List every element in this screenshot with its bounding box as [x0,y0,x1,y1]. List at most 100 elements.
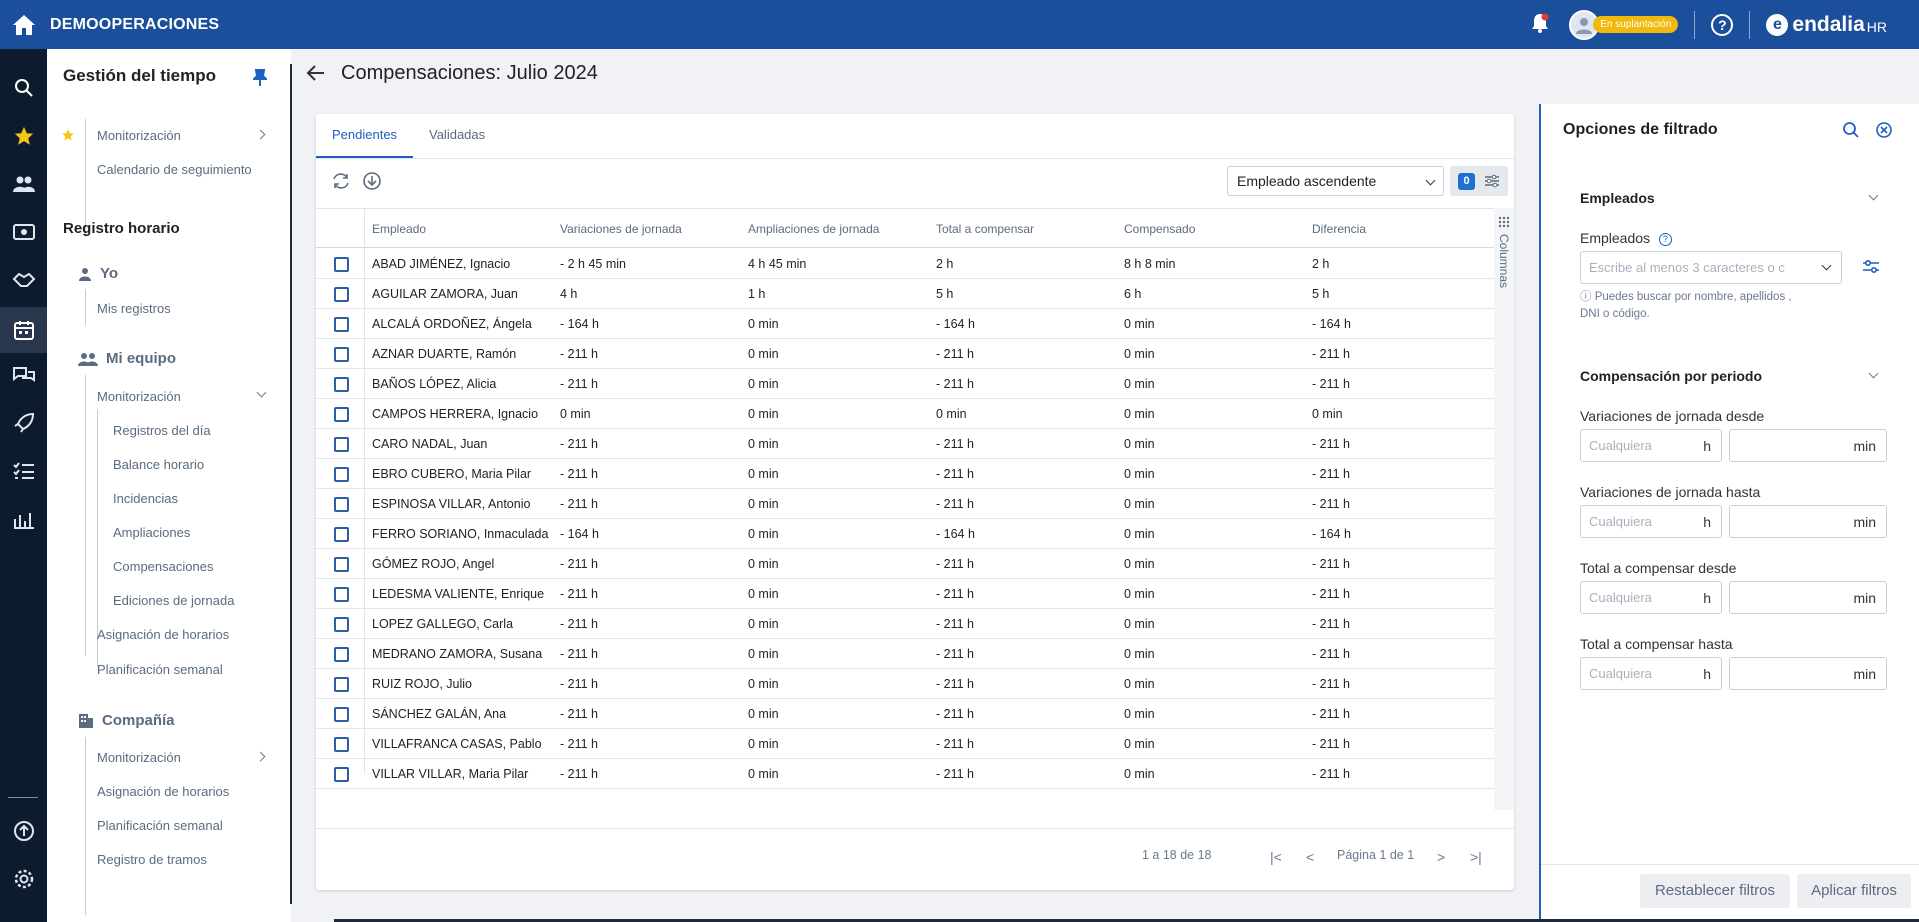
reset-filters-button[interactable]: Restablecer filtros [1640,874,1790,908]
chevron-down-icon[interactable] [256,387,267,398]
handshake-icon[interactable] [0,260,47,300]
table-row[interactable]: ESPINOSA VILLAR, Antonio - 211 h 0 min - 21… [316,489,1494,519]
next-page-icon[interactable]: > [1437,849,1446,865]
header-ampliaciones[interactable]: Ampliaciones de jornada [748,222,880,236]
apply-filters-button[interactable]: Aplicar filtros [1797,874,1911,908]
row-checkbox[interactable] [334,257,349,272]
header-variaciones[interactable]: Variaciones de jornada [560,222,682,236]
table-row[interactable]: FERRO SORIANO, Inmaculada - 164 h 0 min - 1… [316,519,1494,549]
hours-input[interactable]: Cualquiera h [1580,429,1722,462]
nav-ediciones-de-jornada[interactable]: Ediciones de jornada [113,593,235,608]
tab-pendientes[interactable]: Pendientes [316,114,414,158]
nav-compania-asignacion[interactable]: Asignación de horarios [97,784,230,799]
hours-input[interactable]: Cualquiera h [1580,505,1722,538]
row-checkbox[interactable] [334,377,349,392]
row-checkbox[interactable] [334,347,349,362]
row-checkbox[interactable] [334,437,349,452]
row-checkbox[interactable] [334,467,349,482]
search-icon[interactable] [0,68,47,108]
table-row[interactable]: GÓMEZ ROJO, Angel - 211 h 0 min - 211 h 0 mi… [316,549,1494,579]
table-row[interactable]: BAÑOS LÓPEZ, Alicia - 211 h 0 min - 211 h 0 … [316,369,1494,399]
nav-balance-horario[interactable]: Balance horario [113,457,205,472]
nav-ampliaciones[interactable]: Ampliaciones [113,525,191,540]
rocket-icon[interactable] [0,403,47,443]
prev-page-icon[interactable]: < [1306,849,1315,865]
last-page-icon[interactable]: >| [1470,849,1482,865]
nav-equipo-asignacion[interactable]: Asignación de horarios [97,627,230,642]
table-row[interactable]: AZNAR DUARTE, Ramón - 211 h 0 min - 211 h 0 … [316,339,1494,369]
table-row[interactable]: CARO NADAL, Juan - 211 h 0 min - 211 h 0 min… [316,429,1494,459]
row-checkbox[interactable] [334,647,349,662]
minutes-input[interactable]: min [1729,581,1887,614]
nav-equipo-planificacion[interactable]: Planificación semanal [97,662,223,677]
nav-equipo-monitorizacion[interactable]: Monitorización [97,389,181,404]
minutes-input[interactable]: min [1729,505,1887,538]
table-row[interactable]: EBRO CUBERO, Maria Pilar - 211 h 0 min - 21… [316,459,1494,489]
table-row[interactable]: RUIZ ROJO, Julio - 211 h 0 min - 211 h 0 min… [316,669,1494,699]
table-row[interactable]: CAMPOS HERRERA, Ignacio 0 min 0 min 0 min 0 … [316,399,1494,429]
row-checkbox[interactable] [334,407,349,422]
minutes-input[interactable]: min [1729,429,1887,462]
nav-compania-monitorizacion[interactable]: Monitorización [97,750,181,765]
nav-mis-registros[interactable]: Mis registros [97,301,171,316]
table-row[interactable]: VILLAR VILLAR, Maria Pilar - 211 h 0 min - … [316,759,1494,789]
row-checkbox[interactable] [334,317,349,332]
tab-validadas[interactable]: Validadas [429,127,486,142]
chevron-down-icon[interactable] [1868,368,1879,379]
refresh-icon[interactable] [331,172,351,193]
row-checkbox[interactable] [334,767,349,782]
pin-icon[interactable] [251,69,269,90]
table-row[interactable]: MEDRANO ZAMORA, Susana - 211 h 0 min - 211 … [316,639,1494,669]
favorites-star-icon[interactable] [0,116,47,156]
table-row[interactable]: VILLAFRANCA CASAS, Pablo - 211 h 0 min - 21… [316,729,1494,759]
row-checkbox[interactable] [334,287,349,302]
minutes-input[interactable]: min [1729,657,1887,690]
row-checkbox[interactable] [334,707,349,722]
chevron-down-icon[interactable] [1868,190,1879,201]
settings-gear-icon[interactable] [0,859,47,899]
back-arrow-icon[interactable] [306,64,326,85]
hours-input[interactable]: Cualquiera h [1580,657,1722,690]
table-row[interactable]: LEDESMA VALIENTE, Enrique - 211 h 0 min - 2… [316,579,1494,609]
table-row[interactable]: LOPEZ GALLEGO, Carla - 211 h 0 min - 211 h 0… [316,609,1494,639]
section-empleados[interactable]: Empleados [1580,190,1655,206]
row-checkbox[interactable] [334,527,349,542]
table-row[interactable]: ABAD JIMÉNEZ, Ignacio - 2 h 45 min 4 h 45 … [316,249,1494,279]
row-checkbox[interactable] [334,677,349,692]
nav-registro-de-tramos[interactable]: Registro de tramos [97,852,207,867]
header-total[interactable]: Total a compensar [936,222,1035,236]
row-checkbox[interactable] [334,497,349,512]
table-row[interactable]: SÁNCHEZ GALÁN, Ana - 211 h 0 min - 211 h 0 m… [316,699,1494,729]
chevron-right-icon[interactable] [255,751,266,762]
nav-fav-calendario[interactable]: Calendario de seguimiento [97,162,252,177]
columns-panel-toggle[interactable]: Columnas [1494,208,1514,810]
nav-group-mi-equipo[interactable]: Mi equipo [78,350,176,367]
nav-registros-del-dia[interactable]: Registros del día [113,423,211,438]
analytics-chart-icon[interactable] [0,499,47,539]
header-empleado[interactable]: Empleado [372,222,427,236]
nav-fav-monitorizacion[interactable]: Monitorización [97,128,181,143]
upload-icon[interactable] [0,811,47,851]
header-compensado[interactable]: Compensado [1124,222,1196,236]
employees-search-input[interactable]: Escribe al menos 3 caracteres o c [1580,251,1842,284]
header-diferencia[interactable]: Diferencia [1312,222,1367,236]
section-compensacion[interactable]: Compensación por periodo [1580,368,1763,384]
filter-search-icon[interactable] [1842,121,1860,142]
nav-incidencias[interactable]: Incidencias [113,491,179,506]
chevron-right-icon[interactable] [255,129,266,140]
sort-select[interactable]: Empleado ascendente [1227,166,1444,196]
chat-icon[interactable] [0,355,47,395]
checklist-icon[interactable] [0,451,47,491]
table-row[interactable]: ALCALÁ ORDOÑEZ, Ángela - 164 h 0 min - 164 … [316,309,1494,339]
home-icon[interactable] [0,0,47,49]
row-checkbox[interactable] [334,617,349,632]
nav-group-yo[interactable]: Yo [78,265,118,282]
row-checkbox[interactable] [334,557,349,572]
payroll-icon[interactable] [0,212,47,252]
help-icon[interactable]: ? [1711,13,1734,36]
nav-compensaciones[interactable]: Compensaciones [113,559,214,574]
notifications-bell-icon[interactable] [1531,13,1549,36]
close-panel-icon[interactable] [1875,121,1893,142]
first-page-icon[interactable]: |< [1270,849,1282,865]
download-icon[interactable] [363,172,381,193]
